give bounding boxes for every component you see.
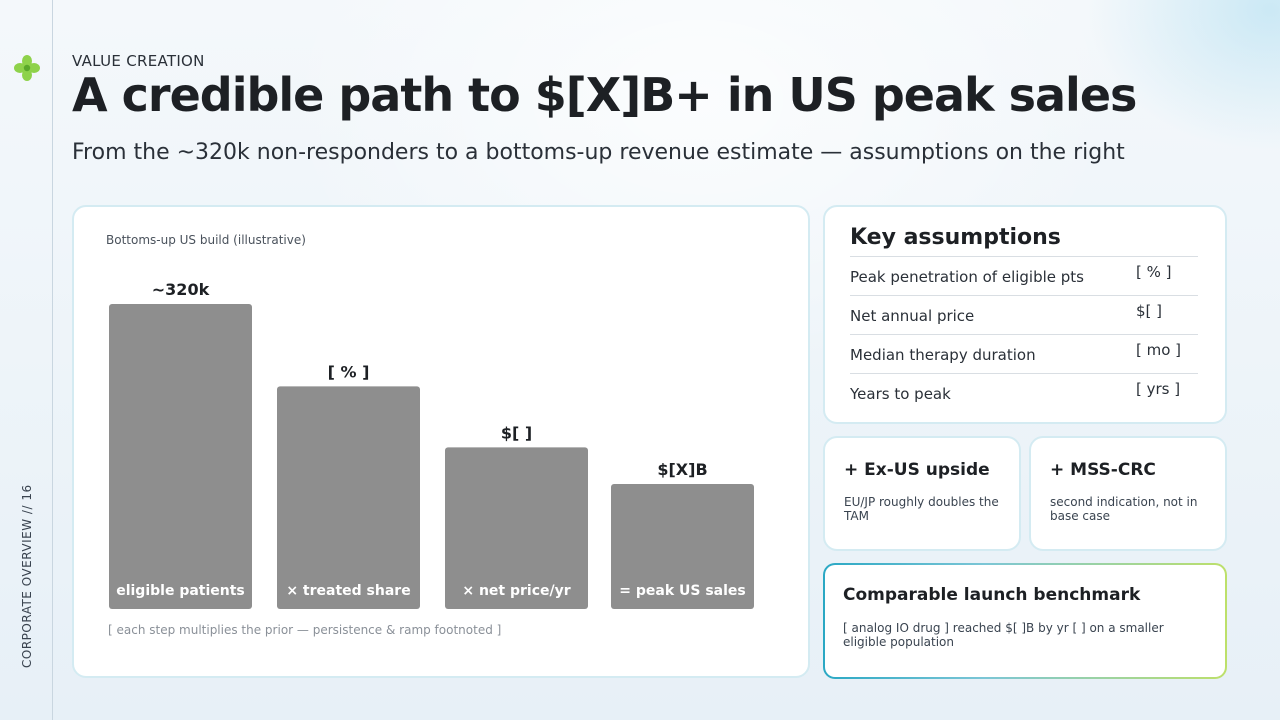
assumption-label: Net annual price — [850, 307, 975, 325]
mss-crc-title: + MSS-CRC — [1050, 460, 1156, 480]
chart-bar — [445, 447, 588, 609]
ex-us-upside-card: + Ex-US upside EU/JP roughly doubles the… — [823, 436, 1021, 551]
page-subtitle: From the ~320k non-responders to a botto… — [72, 140, 1125, 165]
assumption-row: Net annual price $[ ] — [850, 295, 1198, 334]
chart-note: [ each step multiplies the prior — persi… — [108, 623, 502, 637]
assumption-row: Median therapy duration [ mo ] — [850, 334, 1198, 373]
ex-us-upside-body: EU/JP roughly doubles the TAM — [844, 495, 999, 523]
side-label: CORPORATE OVERVIEW // 16 — [20, 484, 34, 668]
left-rail — [0, 0, 53, 720]
assumption-label: Median therapy duration — [850, 346, 1036, 364]
mss-crc-card: + MSS-CRC second indication, not in base… — [1029, 436, 1227, 551]
assumption-row: Years to peak [ yrs ] — [850, 373, 1198, 412]
assumptions-card: Key assumptions Peak penetration of elig… — [823, 205, 1227, 424]
chart-category-label: × net price/yr — [462, 583, 570, 599]
chart-bar — [109, 304, 252, 609]
page-title: A credible path to $[X]B+ in US peak sal… — [72, 68, 1137, 122]
assumption-label: Peak penetration of eligible pts — [850, 268, 1084, 286]
bar-chart: ~320k eligible patients [ % ] × treated sha… — [109, 280, 754, 609]
benchmark-card: Comparable launch benchmark [ analog IO … — [823, 563, 1227, 679]
ex-us-upside-title: + Ex-US upside — [844, 460, 990, 480]
assumption-label: Years to peak — [850, 385, 951, 403]
benchmark-card-inner: Comparable launch benchmark [ analog IO … — [825, 565, 1225, 677]
chart-category-label: eligible patients — [116, 583, 245, 599]
assumptions-title: Key assumptions — [850, 225, 1061, 250]
flower-logo-icon — [14, 55, 40, 81]
eyebrow: VALUE CREATION — [72, 52, 205, 70]
chart-value-label: $[X]B — [657, 460, 707, 479]
chart-caption: Bottoms-up US build (illustrative) — [106, 233, 306, 247]
benchmark-body: [ analog IO drug ] reached $[ ]B by yr [… — [843, 621, 1164, 649]
mss-crc-body: second indication, not in base case — [1050, 495, 1198, 523]
chart-value-label: $[ ] — [501, 423, 532, 442]
chart-card: Bottoms-up US build (illustrative) ~320k… — [72, 205, 810, 678]
chart-category-label: = peak US sales — [619, 583, 746, 599]
assumption-value: [ % ] — [1136, 263, 1172, 281]
chart-value-label: ~320k — [152, 280, 210, 299]
chart-value-label: [ % ] — [328, 362, 370, 381]
chart-bar — [611, 483, 754, 609]
assumption-value: [ yrs ] — [1136, 380, 1181, 398]
assumption-value: [ mo ] — [1136, 341, 1182, 359]
chart-category-label: × treated share — [286, 583, 410, 599]
assumption-value: $[ ] — [1136, 302, 1163, 320]
assumption-row: Peak penetration of eligible pts [ % ] — [850, 256, 1198, 295]
benchmark-title: Comparable launch benchmark — [843, 585, 1141, 605]
chart-bar — [277, 386, 420, 609]
